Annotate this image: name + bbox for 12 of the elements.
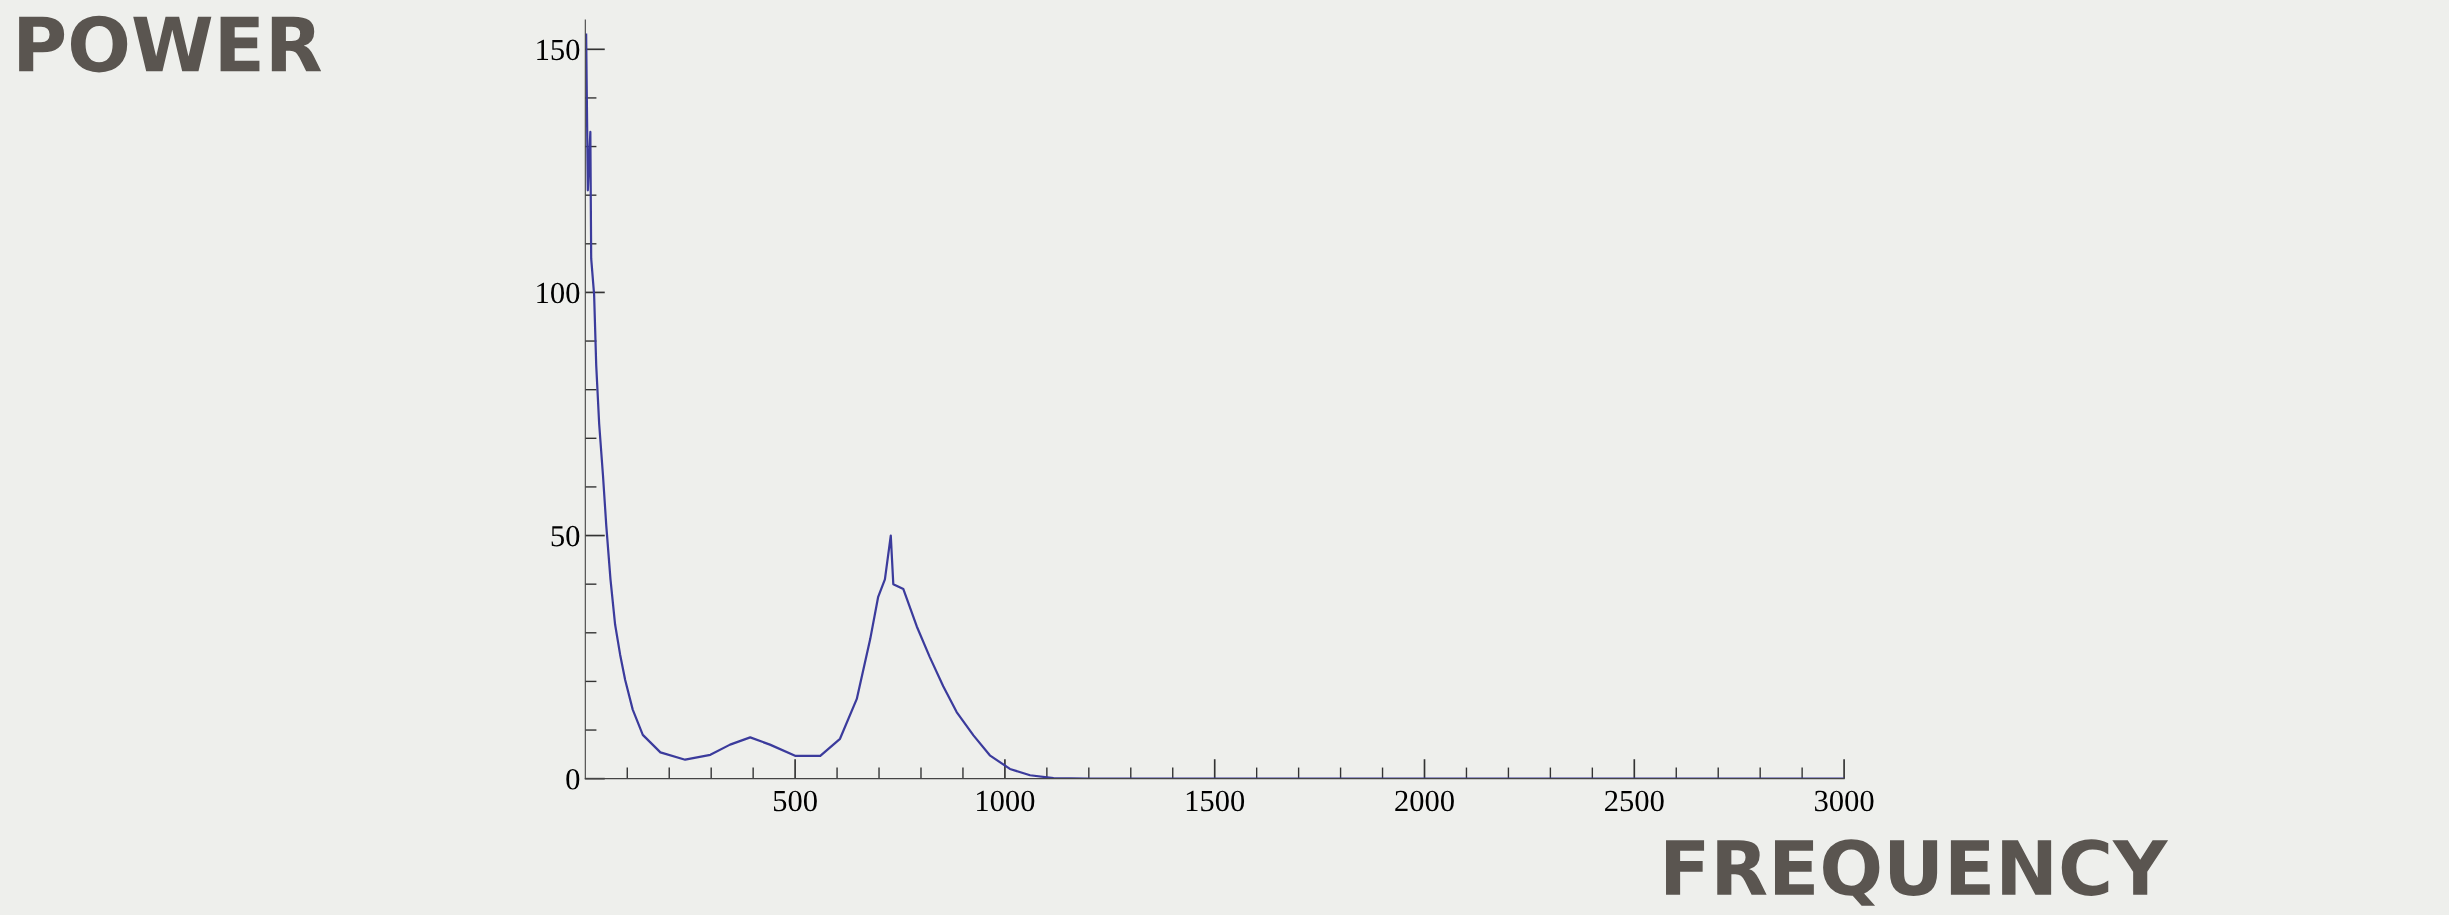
y-tick-label: 150 — [537, 39, 580, 61]
y-tick-label: 50 — [551, 525, 580, 547]
x-tick-label: 2500 — [1605, 790, 1664, 812]
x-tick-label: 2000 — [1395, 790, 1454, 812]
x-tick-label: 1000 — [977, 790, 1035, 812]
y-tick-label: 100 — [537, 282, 580, 304]
x-tick-label: 500 — [773, 790, 817, 812]
x-tick-label: 3000 — [1815, 790, 1874, 812]
y-tick-label: 0 — [566, 768, 580, 790]
y-axis-title: POWER — [19, 15, 322, 73]
x-axis-title: FREQUENCY — [1666, 839, 2169, 906]
x-tick-label: 1500 — [1186, 790, 1245, 812]
